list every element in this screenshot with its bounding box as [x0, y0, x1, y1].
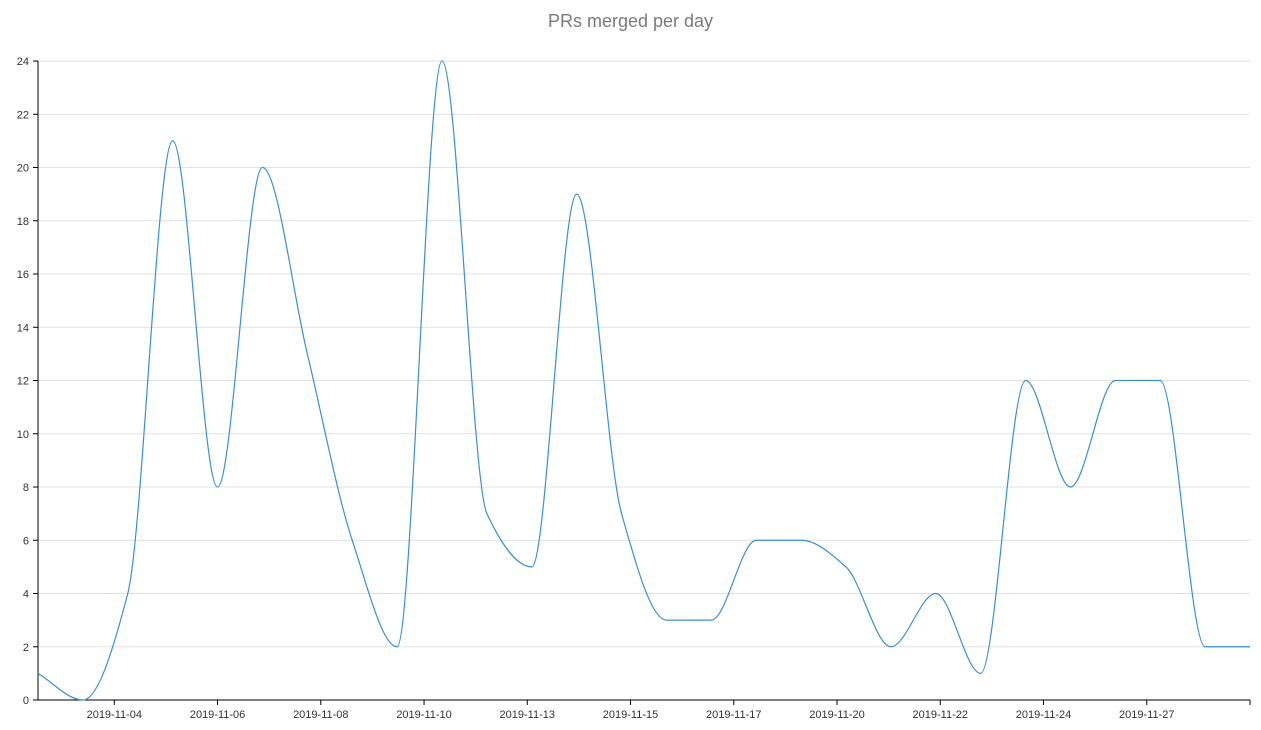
x-tick-label: 2019-11-22 — [913, 709, 968, 721]
data-point — [934, 592, 938, 596]
x-tick-label: 2019-11-17 — [706, 709, 761, 721]
x-tick-label: 2019-11-15 — [603, 709, 658, 721]
x-tick-label: 2019-11-24 — [1016, 709, 1071, 721]
data-point — [799, 538, 803, 542]
y-tick-label: 4 — [23, 589, 29, 601]
data-point — [81, 698, 85, 702]
y-tick-label: 0 — [23, 695, 29, 707]
series-line-0 — [37, 60, 1250, 701]
data-point — [620, 512, 624, 516]
x-tick-label: 2019-11-10 — [396, 709, 451, 721]
y-tick-label: 24 — [17, 56, 29, 68]
y-tick-label: 10 — [17, 429, 29, 441]
x-tick-label: 2019-11-13 — [500, 709, 555, 721]
data-point — [979, 671, 983, 675]
data-point — [126, 592, 130, 596]
data-point — [350, 538, 354, 542]
x-tick-label: 2019-11-06 — [190, 709, 245, 721]
y-tick-label: 6 — [23, 535, 29, 547]
y-tick-label: 14 — [17, 322, 29, 334]
y-tick-label: 12 — [17, 376, 29, 388]
data-point — [754, 538, 758, 542]
data-point — [305, 352, 309, 356]
data-point — [889, 645, 893, 649]
data-point — [844, 565, 848, 569]
data-point — [171, 139, 175, 143]
x-tick-label: 2019-11-20 — [809, 709, 864, 721]
data-point — [440, 59, 444, 63]
data-point — [709, 618, 713, 622]
data-point — [216, 485, 220, 489]
data-point — [1024, 379, 1028, 383]
y-tick-label: 22 — [17, 109, 29, 121]
y-tick-label: 20 — [17, 163, 29, 175]
y-tick-label: 8 — [23, 482, 29, 494]
data-point — [664, 618, 668, 622]
data-point — [575, 192, 579, 196]
data-point — [530, 565, 534, 569]
x-tick-label: 2019-11-08 — [293, 709, 348, 721]
y-tick-label: 2 — [23, 642, 29, 654]
chart-title: PRs merged per day — [547, 11, 714, 31]
y-tick-label: 16 — [17, 269, 29, 281]
data-point — [1113, 379, 1117, 383]
data-point — [485, 512, 489, 516]
data-point — [1158, 379, 1162, 383]
x-tick-label: 2019-11-27 — [1119, 709, 1174, 721]
data-point — [1203, 645, 1207, 649]
data-point — [1068, 485, 1072, 489]
data-point — [1248, 645, 1252, 649]
x-tick-label: 2019-11-04 — [87, 709, 142, 721]
data-point — [395, 645, 399, 649]
data-point — [36, 671, 40, 675]
data-point — [260, 166, 264, 170]
y-tick-label: 18 — [17, 216, 29, 228]
